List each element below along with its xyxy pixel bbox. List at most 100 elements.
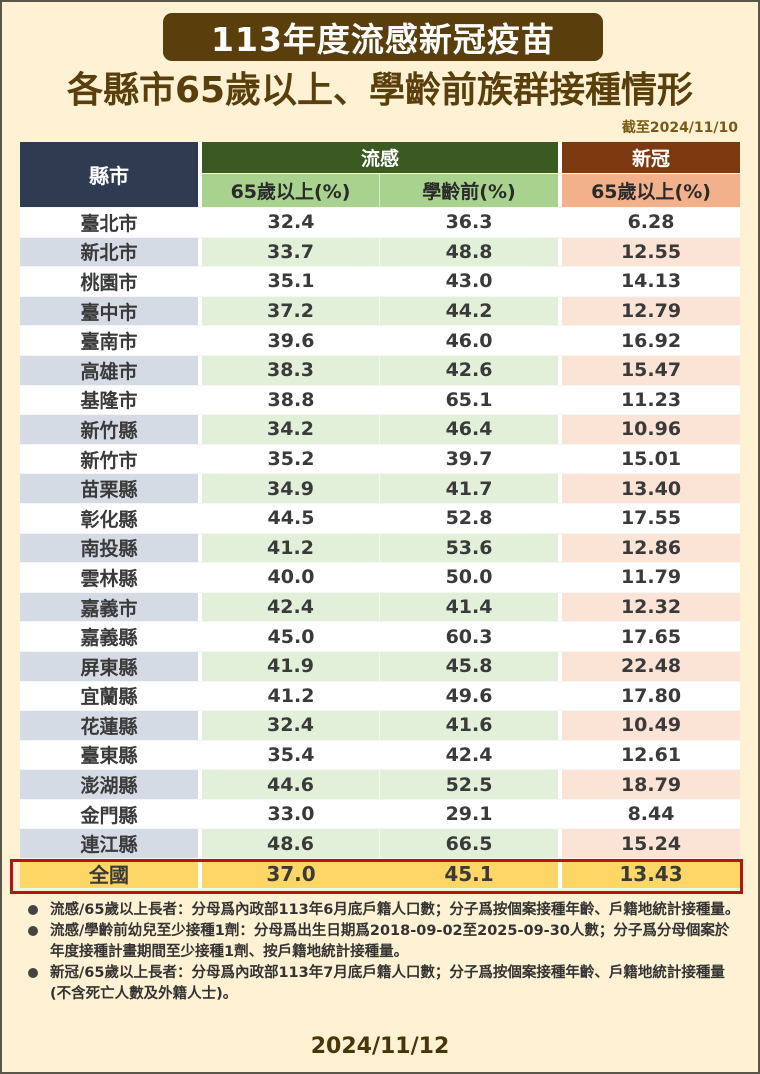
cell-county: 苗栗縣 [20, 474, 198, 504]
cell-flu-65: 42.4 [202, 592, 380, 623]
cell-flu-65: 41.2 [202, 533, 380, 564]
table-row: 臺中市 37.2 44.2 12.79 [20, 296, 741, 327]
table-row: 花蓮縣 32.4 41.6 10.49 [20, 711, 741, 741]
cell-flu-preschool: 52.8 [380, 503, 559, 534]
column-gap [558, 385, 563, 416]
cell-covid-65: 11.79 [562, 563, 741, 593]
column-gap [558, 563, 563, 593]
cell-covid-65: 6.28 [562, 208, 741, 238]
column-gap [198, 385, 202, 416]
table-row: 金門縣 33.0 29.1 8.44 [20, 799, 741, 830]
column-gap [198, 799, 202, 830]
cell-flu-preschool: 65.1 [380, 385, 559, 416]
table-row: 高雄市 38.3 42.6 15.47 [20, 355, 741, 386]
column-gap [198, 503, 202, 534]
cell-covid-65: 17.80 [562, 681, 741, 712]
column-gap [558, 355, 563, 386]
footer-date: 2024/11/12 [310, 1034, 450, 1059]
cell-flu-65: 34.2 [202, 415, 380, 445]
cell-flu-preschool: 41.7 [380, 474, 559, 504]
column-gap [558, 208, 563, 238]
cell-covid-65: 11.23 [562, 385, 741, 416]
table-row: 臺東縣 35.4 42.4 12.61 [20, 740, 741, 771]
title-badge: 113年度流感新冠疫苗 [163, 13, 603, 61]
column-gap [558, 533, 563, 564]
column-gap [198, 474, 202, 504]
cell-county: 雲林縣 [20, 563, 198, 593]
column-gap [558, 799, 563, 830]
table-body: 臺北市 32.4 36.3 6.28 新北市 33.7 48.8 12.55 桃園市 35.1 43… [20, 208, 741, 890]
footnote-text: 新冠/65歲以上長者：分母爲內政部113年7月底戶籍人口數；分子爲按個案接種年齡… [50, 965, 725, 1002]
page-title: 113年度流感新冠疫苗 [211, 20, 555, 59]
cell-covid-65: 15.47 [562, 355, 741, 386]
column-gap [198, 711, 202, 741]
cell-county: 臺北市 [20, 208, 198, 238]
column-gap [198, 237, 202, 268]
cell-flu-preschool: 48.8 [380, 237, 559, 268]
column-gap [198, 829, 202, 860]
cell-flu-65: 41.9 [202, 651, 380, 682]
cell-flu-65: 37.2 [202, 296, 380, 327]
cell-county: 澎湖縣 [20, 770, 198, 800]
table-row: 基隆市 38.8 65.1 11.23 [20, 385, 741, 416]
cell-county: 彰化縣 [20, 503, 198, 534]
cell-flu-65: 40.0 [202, 563, 380, 593]
as-of-date: 截至2024/11/10 [621, 120, 738, 136]
cell-county: 臺東縣 [20, 740, 198, 771]
cell-county: 連江縣 [20, 829, 198, 860]
column-gap [198, 681, 202, 712]
column-gap [198, 740, 202, 771]
column-gap [198, 267, 202, 297]
column-gap [198, 355, 202, 386]
cell-flu-65: 44.6 [202, 770, 380, 800]
cell-flu-65: 32.4 [202, 208, 380, 238]
cell-county: 基隆市 [20, 385, 198, 416]
column-gap [198, 296, 202, 327]
cell-covid-65: 12.55 [562, 237, 741, 268]
cell-covid-65: 13.40 [562, 474, 741, 504]
table-row: 新北市 33.7 48.8 12.55 [20, 237, 741, 268]
cell-covid-65: 22.48 [562, 651, 741, 682]
cell-flu-65: 35.1 [202, 267, 380, 297]
cell-flu-preschool: 46.4 [380, 415, 559, 445]
cell-covid-65: 15.01 [562, 444, 741, 475]
footnote-text: 流感/學齡前幼兒至少接種1劑：分母爲出生日期爲2018-09-02至2025-0… [50, 923, 730, 960]
column-gap [558, 296, 563, 327]
footnote-item: 流感/65歲以上長者：分母爲內政部113年6月底戶籍人口數；分子爲按個案接種年齡… [22, 900, 742, 921]
table-row: 屏東縣 41.9 45.8 22.48 [20, 651, 741, 682]
cell-flu-65: 33.7 [202, 237, 380, 268]
column-gap [558, 326, 563, 356]
column-gap [558, 711, 563, 741]
column-gap [558, 142, 563, 208]
column-gap [558, 681, 563, 712]
column-gap [198, 770, 202, 800]
bullet-icon [28, 905, 38, 915]
table-row: 宜蘭縣 41.2 49.6 17.80 [20, 681, 741, 712]
column-gap [198, 563, 202, 593]
column-gap [558, 859, 563, 890]
footnote-item: 新冠/65歲以上長者：分母爲內政部113年7月底戶籍人口數；分子爲按個案接種年齡… [22, 963, 742, 1005]
column-gap [558, 622, 563, 652]
table-row: 苗栗縣 34.9 41.7 13.40 [20, 474, 741, 504]
cell-flu-preschool: 46.0 [380, 326, 559, 356]
cell-covid-65: 14.13 [562, 267, 741, 297]
table-row: 新竹縣 34.2 46.4 10.96 [20, 415, 741, 445]
cell-covid-65: 12.86 [562, 533, 741, 564]
table-row: 嘉義市 42.4 41.4 12.32 [20, 592, 741, 623]
cell-covid-65: 10.49 [562, 711, 741, 741]
column-gap [558, 415, 563, 445]
header-covid-group: 新冠 [562, 142, 741, 174]
cell-county: 花蓮縣 [20, 711, 198, 741]
cell-covid-65: 13.43 [562, 859, 741, 890]
table-row: 臺北市 32.4 36.3 6.28 [20, 208, 741, 238]
cell-flu-preschool: 41.4 [380, 592, 559, 623]
column-gap [198, 444, 202, 475]
column-gap [558, 474, 563, 504]
bullet-icon [28, 926, 38, 936]
table-row: 雲林縣 40.0 50.0 11.79 [20, 563, 741, 593]
cell-flu-preschool: 53.6 [380, 533, 559, 564]
cell-county: 嘉義縣 [20, 622, 198, 652]
column-gap [558, 651, 563, 682]
cell-flu-65: 44.5 [202, 503, 380, 534]
